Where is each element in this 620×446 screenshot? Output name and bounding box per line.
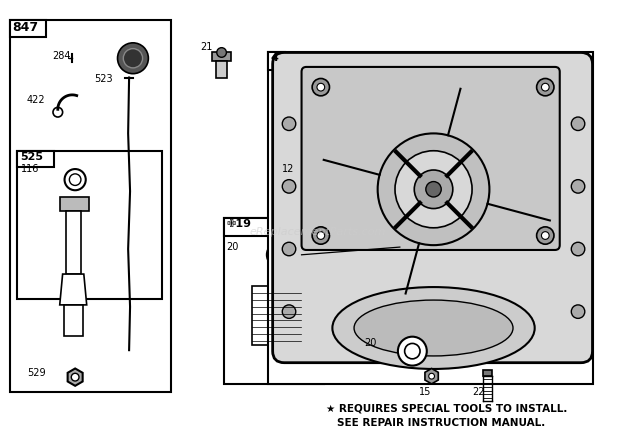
Text: ★ REQUIRES SPECIAL TOOLS TO INSTALL.: ★ REQUIRES SPECIAL TOOLS TO INSTALL.	[326, 403, 567, 413]
Circle shape	[123, 49, 143, 68]
Text: 20: 20	[226, 242, 239, 252]
Circle shape	[571, 117, 585, 131]
Circle shape	[282, 180, 296, 193]
Circle shape	[71, 373, 79, 381]
Circle shape	[312, 227, 329, 244]
Bar	[224, 218, 324, 384]
Circle shape	[317, 83, 325, 91]
Bar	[252, 285, 301, 345]
Circle shape	[282, 117, 296, 131]
Bar	[17, 151, 162, 299]
Circle shape	[217, 48, 226, 57]
Bar	[268, 53, 285, 70]
Circle shape	[571, 180, 585, 193]
Text: 529: 529	[27, 368, 46, 379]
Circle shape	[426, 182, 441, 197]
Circle shape	[267, 242, 292, 267]
Text: ✙19: ✙19	[226, 219, 251, 229]
Text: 847: 847	[12, 21, 38, 34]
Text: 20: 20	[364, 338, 376, 347]
Circle shape	[53, 107, 63, 117]
Bar	[17, 151, 54, 167]
Circle shape	[317, 231, 325, 240]
Circle shape	[282, 305, 296, 318]
Circle shape	[118, 43, 148, 74]
Circle shape	[64, 169, 86, 190]
Polygon shape	[60, 274, 87, 305]
Circle shape	[537, 227, 554, 244]
Bar	[224, 218, 280, 235]
Text: 12: 12	[282, 164, 294, 174]
Text: 15: 15	[419, 387, 432, 397]
Text: eReplacementParts.com: eReplacementParts.com	[250, 227, 386, 237]
Bar	[10, 20, 172, 392]
Bar	[64, 305, 83, 336]
Text: 284: 284	[52, 50, 71, 61]
Bar	[10, 20, 46, 37]
Circle shape	[398, 337, 427, 366]
Circle shape	[428, 373, 435, 379]
Bar	[212, 53, 231, 61]
Circle shape	[571, 242, 585, 256]
Circle shape	[405, 343, 420, 359]
Circle shape	[537, 78, 554, 96]
Circle shape	[282, 242, 296, 256]
Text: 523: 523	[94, 74, 113, 84]
Circle shape	[312, 78, 329, 96]
Text: 116: 116	[21, 164, 40, 174]
Text: 422: 422	[27, 95, 46, 105]
Bar	[482, 370, 492, 376]
FancyBboxPatch shape	[273, 53, 593, 363]
Circle shape	[273, 248, 286, 261]
Text: 22: 22	[472, 387, 485, 397]
Circle shape	[395, 151, 472, 228]
Bar	[60, 197, 89, 211]
Circle shape	[378, 133, 489, 245]
Ellipse shape	[332, 287, 534, 369]
Text: 21: 21	[200, 42, 213, 52]
Circle shape	[541, 231, 549, 240]
Circle shape	[541, 83, 549, 91]
Circle shape	[571, 305, 585, 318]
Text: 4: 4	[271, 54, 278, 63]
FancyBboxPatch shape	[301, 67, 560, 250]
Bar	[268, 53, 593, 384]
Ellipse shape	[354, 300, 513, 356]
Bar	[66, 211, 81, 274]
Text: 525: 525	[20, 152, 43, 162]
Circle shape	[69, 174, 81, 186]
Text: SEE REPAIR INSTRUCTION MANUAL.: SEE REPAIR INSTRUCTION MANUAL.	[337, 417, 546, 428]
Bar	[216, 61, 228, 78]
Circle shape	[414, 170, 453, 209]
